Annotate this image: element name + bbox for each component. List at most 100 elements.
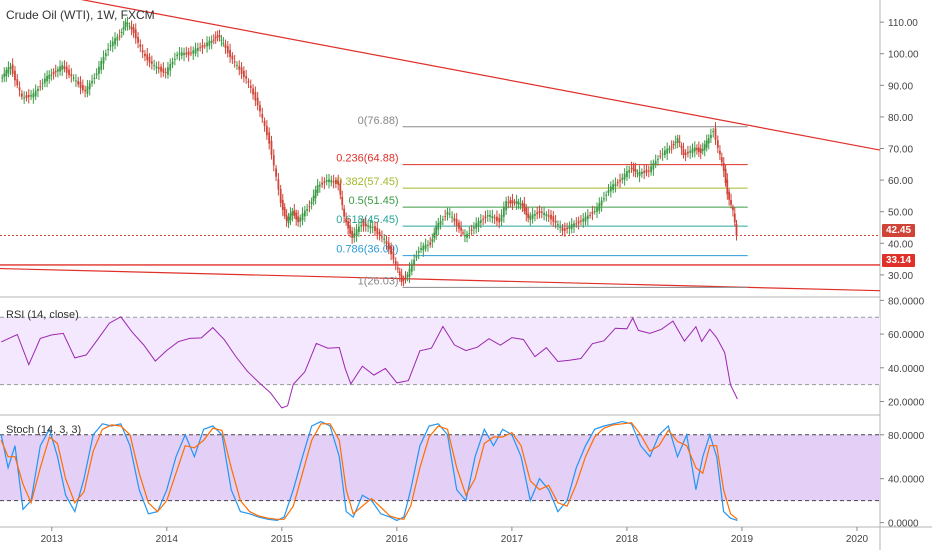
candle-body — [146, 54, 149, 61]
candle-body — [507, 202, 510, 204]
candle-body — [323, 181, 326, 183]
candle-body — [236, 65, 238, 67]
rsi-y-tick-label: 80.0000 — [888, 296, 925, 307]
candle-body — [493, 217, 496, 219]
candle-body — [287, 216, 290, 224]
candle-body — [52, 72, 55, 75]
x-tick-label: 2014 — [156, 534, 179, 545]
candle-body — [632, 165, 635, 171]
candle-body — [536, 212, 539, 215]
candle-body — [102, 56, 105, 64]
candle-body — [321, 182, 323, 185]
candle-body — [285, 215, 288, 221]
candle-body — [636, 172, 639, 174]
candle-body — [341, 196, 344, 206]
candle-body — [301, 213, 304, 221]
candle-body — [11, 64, 14, 74]
candle-body — [61, 65, 64, 70]
candle-body — [674, 141, 677, 144]
candle-body — [701, 148, 704, 152]
candle-body — [589, 214, 592, 216]
candle-body — [16, 79, 19, 86]
fib-level-label: 0(76.88) — [358, 115, 399, 127]
candle-body — [513, 201, 516, 203]
candle-body — [441, 219, 444, 221]
candle-body — [364, 223, 367, 227]
candle-body — [194, 48, 197, 54]
rsi-band — [0, 317, 880, 385]
candle-body — [455, 219, 458, 226]
fib-level-label: 0.5(51.45) — [348, 195, 398, 207]
fib-level-label: 0.786(36.09) — [336, 244, 398, 256]
candle-body — [358, 226, 360, 232]
candle-body — [586, 215, 589, 220]
candle-body — [663, 150, 666, 156]
candle-body — [218, 35, 221, 38]
candle-body — [413, 259, 416, 265]
x-tick-label: 2019 — [731, 534, 754, 545]
rsi-y-tick-label: 60.0000 — [888, 330, 925, 341]
candle-body — [132, 27, 135, 33]
y-tick-label: 80.00 — [888, 113, 913, 124]
candle-body — [196, 48, 199, 51]
candle-body — [107, 48, 110, 51]
rsi-line — [0, 316, 738, 409]
candle-body — [554, 220, 557, 223]
candle-body — [178, 53, 181, 55]
candle-body — [623, 173, 626, 180]
candle-body — [84, 89, 87, 92]
candle-body — [249, 85, 252, 88]
candle-body — [46, 75, 48, 82]
candle-body — [390, 246, 393, 255]
candle-body — [224, 44, 227, 48]
support-price-tag: 33.14 — [882, 254, 916, 267]
candle-body — [630, 167, 633, 169]
y-tick-label: 40.00 — [888, 239, 913, 250]
candle-body — [208, 40, 211, 46]
candle-body — [297, 216, 300, 223]
x-tick-label: 2017 — [501, 534, 524, 545]
stoch-d-line — [0, 422, 738, 520]
candle-body — [32, 93, 35, 98]
candle-body — [37, 88, 39, 91]
candle-body — [1, 77, 4, 79]
candle-body — [50, 74, 53, 76]
candle-body — [730, 199, 732, 205]
candle-body — [468, 232, 471, 234]
candle-body — [272, 155, 275, 166]
candle-body — [529, 215, 532, 220]
candle-body — [540, 211, 543, 213]
candle-body — [153, 64, 156, 66]
candle-body — [303, 210, 306, 217]
candle-body — [464, 235, 466, 237]
candle-body — [295, 212, 298, 220]
candle-body — [607, 189, 610, 193]
candle-body — [185, 52, 188, 55]
candle-body — [505, 200, 508, 211]
candle-body — [652, 162, 655, 170]
candle-body — [603, 198, 605, 200]
candle-body — [444, 215, 447, 217]
candle-body — [332, 181, 335, 183]
candle-body — [192, 50, 195, 54]
candle-body — [111, 41, 114, 47]
candle-body — [427, 244, 429, 246]
candle-body — [203, 45, 206, 47]
candle-body — [697, 147, 700, 152]
candle-body — [160, 66, 162, 72]
y-tick-label: 50.00 — [888, 208, 913, 219]
candle-body — [39, 86, 42, 88]
candle-body — [643, 171, 646, 173]
candle-body — [291, 211, 294, 216]
candle-body — [424, 244, 427, 249]
candle-body — [63, 66, 66, 70]
candle-body — [299, 217, 302, 222]
candle-body — [374, 226, 376, 231]
candle-body — [240, 67, 243, 75]
candle-body — [114, 38, 116, 45]
candle-body — [122, 27, 125, 30]
candle-body — [621, 177, 624, 180]
candle-body — [77, 80, 80, 85]
candle-body — [732, 207, 734, 211]
